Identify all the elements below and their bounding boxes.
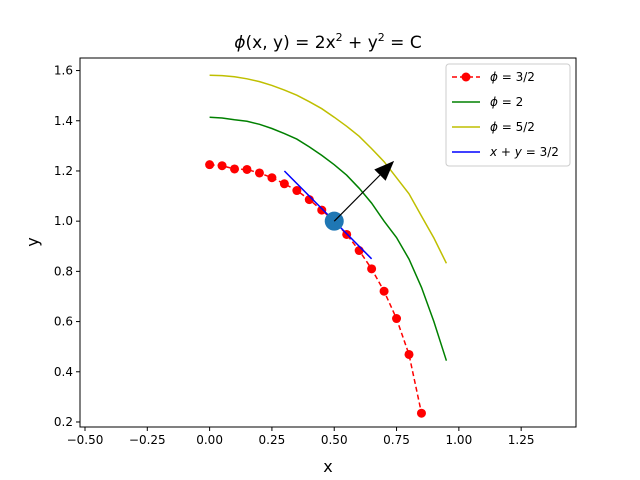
y-tick-label: 1.0 [54, 214, 73, 228]
gradient-arrow-shaft [333, 174, 381, 222]
y-tick-label: 0.6 [54, 315, 73, 329]
series-line-1 [209, 116, 448, 361]
x-tick-label: 0.75 [383, 433, 410, 447]
title-rest: = C [385, 33, 422, 53]
series-point-0 [367, 264, 377, 274]
series-point-0 [404, 349, 414, 359]
legend-rest: = 2 [498, 95, 523, 109]
legend-marker-phi-3-2 [461, 72, 471, 82]
x-tick-label: 0.00 [196, 433, 223, 447]
legend-label-phi-3-2: ϕ = 3/2 [490, 70, 535, 84]
series-point-0 [392, 314, 402, 324]
y-tick-label: 0.8 [54, 264, 73, 278]
x-tick-label: −0.25 [129, 433, 166, 447]
x-tick-label: 1.25 [508, 433, 535, 447]
series-point-0 [354, 246, 364, 256]
legend-item-phi-5-2: ϕ = 5/2 [452, 120, 535, 134]
x-tick-label: 0.50 [321, 433, 348, 447]
legend-sym: x [489, 145, 498, 159]
y-axis-ticks: 0.2 0.4 0.6 0.8 1.0 1.2 1.4 1.6 [54, 64, 80, 429]
series-point-0 [267, 173, 277, 183]
legend-sym: ϕ [490, 120, 498, 134]
series-point-0 [279, 179, 289, 189]
legend-sym: ϕ [490, 95, 498, 109]
series-point-0 [205, 160, 215, 170]
y-tick-label: 1.6 [54, 64, 73, 78]
y-tick-label: 0.4 [54, 365, 73, 379]
legend-label-phi-2: ϕ = 2 [490, 95, 523, 109]
title-plus: + y [343, 33, 378, 53]
series-point-0 [292, 186, 302, 196]
legend-label-phi-5-2: ϕ = 5/2 [490, 120, 535, 134]
y-tick-label: 0.2 [54, 415, 73, 429]
legend-label-tangent: x + y = 3/2 [489, 145, 559, 159]
chart-title: ϕ(x, y) = 2x2 + y2 = C [234, 31, 421, 53]
legend-box [445, 63, 571, 167]
legend-sym2: y [514, 145, 523, 159]
x-axis-ticks: −0.50 −0.25 0.00 0.25 0.50 0.75 1.00 1.25 [67, 427, 535, 447]
legend-item-phi-3-2: ϕ = 3/2 [452, 70, 535, 84]
series-point-0 [217, 161, 227, 171]
x-axis-label: x [323, 457, 332, 476]
x-tick-label: 1.00 [445, 433, 472, 447]
title-args: (x, y) = 2x [246, 33, 336, 53]
series-point-0 [317, 205, 327, 215]
x-tick-label: −0.50 [67, 433, 104, 447]
y-axis-label: y [23, 237, 42, 246]
series-point-0 [379, 286, 389, 296]
x-tick-label: 0.25 [259, 433, 286, 447]
series-line-2 [209, 74, 448, 264]
legend-item-phi-2: ϕ = 2 [452, 95, 523, 109]
series-point-0 [242, 164, 252, 174]
annotation-layer [324, 160, 395, 231]
legend-item-tangent: x + y = 3/2 [452, 145, 559, 159]
y-tick-label: 1.4 [54, 114, 73, 128]
legend-rest: = 5/2 [498, 120, 535, 134]
series-point-0 [254, 168, 264, 178]
plot-frame [79, 57, 577, 428]
legend-sym: ϕ [490, 70, 498, 84]
series-point-0 [230, 164, 240, 174]
legend: ϕ = 3/2 ϕ = 2 ϕ = 5/2 x + y = 3/2 [445, 63, 571, 167]
legend-rest: = 3/2 [498, 70, 535, 84]
legend-rest2: = 3/2 [522, 145, 559, 159]
series-point-0 [416, 408, 426, 418]
title-phi: ϕ [234, 33, 245, 53]
title-sup1: 2 [336, 31, 343, 44]
legend-rest: + [497, 145, 515, 159]
y-tick-label: 1.2 [54, 164, 73, 178]
title-sup2: 2 [378, 31, 385, 44]
gradient-arrow-head [374, 160, 395, 181]
